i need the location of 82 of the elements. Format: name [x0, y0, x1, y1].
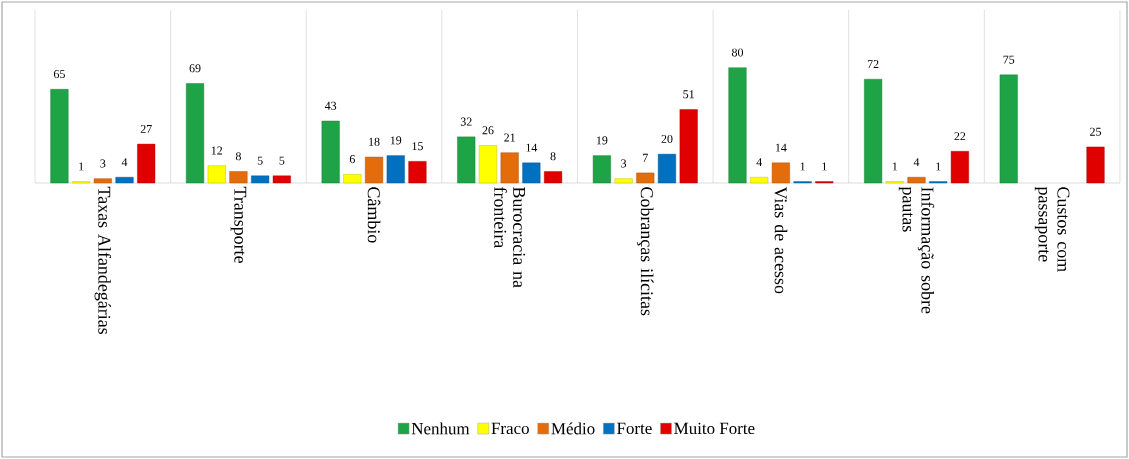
bar — [1086, 146, 1105, 184]
data-label: 25 — [1090, 127, 1102, 136]
bar — [115, 177, 134, 184]
data-label: 8 — [550, 152, 556, 161]
bar — [728, 67, 747, 184]
bar — [522, 162, 541, 184]
bar — [907, 177, 926, 184]
bar — [771, 162, 790, 184]
data-label: 65 — [53, 70, 65, 79]
bar — [408, 161, 427, 184]
data-label: 1 — [892, 162, 898, 171]
data-label: 8 — [235, 152, 241, 161]
bar — [950, 151, 969, 184]
x-tick-label: Burocracia na fronteira — [494, 187, 526, 288]
data-label: 21 — [504, 133, 515, 142]
data-label: 3 — [621, 159, 627, 168]
bar — [251, 175, 270, 184]
data-label: 75 — [1003, 55, 1015, 64]
x-tick-label: Câmbio — [367, 187, 381, 243]
bar — [864, 78, 883, 184]
x-tick-label: Custos com passaporte — [1034, 186, 1070, 272]
data-label: 5 — [257, 156, 263, 165]
x-tick-label: Transporte — [230, 186, 247, 263]
data-label: 1 — [800, 162, 805, 171]
data-label: 72 — [867, 60, 879, 68]
bar — [999, 74, 1018, 184]
bar — [321, 120, 340, 184]
data-label: 51 — [683, 90, 694, 99]
bar — [500, 152, 519, 184]
bar — [478, 145, 497, 184]
data-label: 14 — [775, 143, 787, 152]
data-label: 3 — [100, 159, 106, 168]
x-tick-label: Cobranças ilícitas — [637, 187, 654, 316]
bar — [636, 172, 655, 184]
bar — [657, 153, 676, 184]
bar — [679, 109, 698, 184]
data-label: 69 — [189, 64, 201, 73]
bar — [137, 143, 156, 184]
bar — [592, 155, 611, 184]
legend-label: Muito Forte — [674, 422, 755, 435]
bar — [750, 177, 769, 184]
data-label: 4 — [121, 158, 128, 167]
data-label: 1 — [936, 162, 941, 171]
data-label: 20 — [661, 134, 673, 143]
bar — [93, 178, 112, 184]
bar — [544, 171, 563, 184]
data-label: 12 — [211, 146, 223, 155]
bar — [186, 83, 205, 184]
bar — [365, 156, 384, 184]
data-label: 5 — [279, 156, 285, 165]
data-label: 19 — [390, 136, 402, 145]
bar — [50, 89, 69, 184]
bar — [343, 174, 362, 184]
data-label: 15 — [412, 142, 423, 151]
bar — [457, 136, 476, 184]
data-label: 1 — [79, 162, 84, 171]
legend-label: Forte — [617, 422, 652, 435]
data-label: 19 — [596, 136, 608, 145]
x-tick-label: Informação sobre pautas — [898, 186, 935, 314]
data-label: 22 — [954, 132, 966, 141]
data-label: 7 — [643, 153, 648, 162]
data-label: 1 — [822, 162, 827, 171]
x-tick-label: Taxas Alfandegárias — [94, 186, 112, 334]
legend-label: Nenhum — [411, 422, 470, 435]
data-label: 26 — [482, 126, 494, 135]
bar — [386, 155, 405, 184]
bar — [229, 171, 248, 184]
bar — [207, 165, 226, 184]
data-label: 6 — [349, 155, 355, 164]
legend-label: Médio — [551, 422, 595, 435]
data-label: 80 — [731, 48, 744, 57]
bar — [614, 178, 633, 184]
data-label: 14 — [526, 143, 538, 152]
legend-label: Fraco — [491, 422, 529, 435]
data-label: 4 — [756, 158, 762, 167]
bar — [272, 175, 291, 184]
data-label: 18 — [369, 137, 380, 146]
data-label: 43 — [324, 101, 337, 110]
data-label: 27 — [140, 124, 152, 133]
data-label: 4 — [913, 158, 920, 167]
x-tick-label: Vias de acesso — [774, 186, 788, 294]
data-label: 32 — [460, 117, 472, 126]
